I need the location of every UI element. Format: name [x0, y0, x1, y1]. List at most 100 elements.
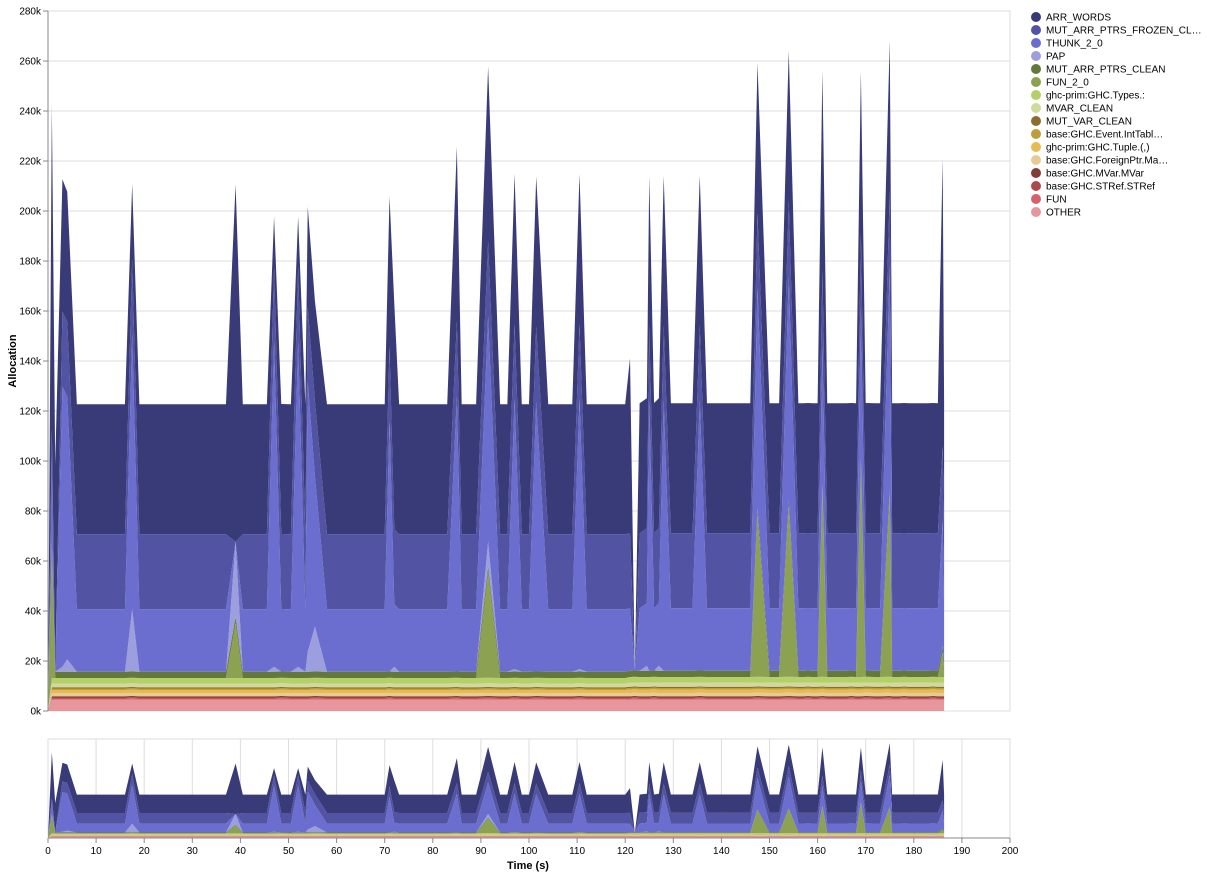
x-tick-label: 110	[569, 846, 585, 857]
overview-area-fun-2-0	[48, 803, 945, 838]
overview-area-arr-words	[48, 743, 945, 838]
legend-label: ghc-prim:GHC.Types.:	[1046, 91, 1145, 102]
overview-plot-axes: 0 10 20 30 40 50 60 70 80 90 100 110 120 130 140 150 160…	[45, 837, 1019, 857]
x-tick-label: 140	[713, 846, 730, 857]
legend-label: base:GHC.MVar.MVar	[1046, 169, 1145, 180]
x-tick-label: 80	[427, 846, 439, 857]
x-tick-label: 100	[521, 846, 538, 857]
y-tick-label: 180k	[19, 257, 42, 268]
legend-label: MVAR_CLEAN	[1046, 104, 1113, 115]
overview-plot-areas	[48, 743, 945, 838]
y-axis-title: Allocation	[7, 334, 19, 387]
x-tick-label: 0	[45, 846, 51, 857]
x-tick-label: 160	[809, 846, 826, 857]
y-tick-label: 0k	[30, 707, 42, 718]
legend-label: base:GHC.STRef.STRef	[1046, 182, 1155, 193]
x-tick-label: 170	[857, 846, 874, 857]
main-area-base-ghc-foreignptr-mallocptr	[48, 692, 945, 711]
legend-swatch	[1031, 77, 1041, 87]
legend-swatch	[1031, 25, 1041, 35]
legend-label: ARR_WORDS	[1046, 13, 1111, 24]
main-area-fun	[48, 698, 945, 711]
y-tick-label: 40k	[25, 607, 42, 618]
legend-item-mut-arr-ptrs-frozen-clean: MUT_ARR_PTRS_FROZEN_CL…	[1031, 25, 1202, 37]
legend-label: MUT_ARR_PTRS_CLEAN	[1046, 65, 1165, 76]
legend-label: base:GHC.ForeignPtr.Ma…	[1046, 156, 1168, 167]
legend-swatch	[1031, 142, 1041, 152]
legend-label: ghc-prim:GHC.Tuple.(,)	[1046, 143, 1150, 154]
x-tick-label: 10	[91, 846, 103, 857]
x-tick-label: 70	[379, 846, 391, 857]
overview-area-mut-arr-ptrs-frozen-clean	[48, 764, 945, 838]
x-tick-label: 90	[475, 846, 487, 857]
legend-swatch	[1031, 181, 1041, 191]
legend-label: PAP	[1046, 52, 1066, 63]
x-tick-label: 130	[665, 846, 682, 857]
y-tick-label: 100k	[19, 457, 42, 468]
x-tick-label: 150	[761, 846, 778, 857]
overview-area-thunk-2-0	[48, 774, 945, 838]
x-tick-label: 40	[235, 846, 247, 857]
legend-item-other: OTHER	[1031, 207, 1081, 219]
legend-item-base-ghc-mvar-mvar: base:GHC.MVar.MVar	[1031, 168, 1145, 180]
legend-swatch	[1031, 103, 1041, 113]
legend-swatch	[1031, 38, 1041, 48]
legend-swatch	[1031, 51, 1041, 61]
legend-item-base-ghc-foreignptr-mallocptr: base:GHC.ForeignPtr.Ma…	[1031, 155, 1168, 167]
x-tick-label: 50	[283, 846, 295, 857]
legend-label: FUN	[1046, 195, 1067, 206]
legend-label: OTHER	[1046, 208, 1081, 219]
legend: ARR_WORDS MUT_ARR_PTRS_FROZEN_CL… THUNK_2_…	[1031, 12, 1202, 219]
y-tick-label: 160k	[19, 307, 42, 318]
legend-swatch	[1031, 12, 1041, 22]
legend-swatch	[1031, 207, 1041, 217]
legend-item-fun-2-0: FUN_2_0	[1031, 77, 1089, 89]
main-area-arr-words	[48, 40, 945, 711]
legend-item-mvar-clean: MVAR_CLEAN	[1031, 103, 1113, 115]
legend-item-ghc-prim-ghc-tuple: ghc-prim:GHC.Tuple.(,)	[1031, 142, 1150, 154]
x-tick-label: 20	[139, 846, 151, 857]
x-tick-label: 30	[187, 846, 199, 857]
x-tick-label: 120	[617, 846, 634, 857]
x-tick-label: 180	[905, 846, 922, 857]
legend-item-pap: PAP	[1031, 51, 1066, 63]
y-tick-label: 220k	[19, 157, 42, 168]
legend-item-mut-var-clean: MUT_VAR_CLEAN	[1031, 116, 1132, 128]
x-tick-label: 200	[1002, 846, 1019, 857]
overview-area-fun	[48, 836, 945, 838]
legend-swatch	[1031, 90, 1041, 100]
main-area-fun-2-0	[48, 464, 945, 711]
legend-item-base-ghc-event-inttable-it: base:GHC.Event.IntTabl…	[1031, 129, 1163, 141]
y-tick-label: 80k	[25, 507, 42, 518]
main-area-mvar-clean	[48, 682, 945, 711]
legend-label: FUN_2_0	[1046, 78, 1089, 89]
main-area-ghc-prim-ghc-tuple	[48, 689, 945, 711]
y-tick-label: 20k	[25, 657, 42, 668]
overview-area-ghc-prim-ghc-types	[48, 833, 945, 838]
y-tick-label: 60k	[25, 557, 42, 568]
legend-swatch	[1031, 129, 1041, 139]
legend-item-arr-words: ARR_WORDS	[1031, 12, 1111, 24]
overview-area-ghc-prim-ghc-tuple	[48, 834, 945, 838]
main-plot-areas	[48, 40, 945, 711]
legend-label: MUT_ARR_PTRS_FROZEN_CL…	[1046, 26, 1202, 37]
x-axis-title: Time (s)	[507, 860, 549, 872]
legend-swatch	[1031, 116, 1041, 126]
legend-item-base-ghc-stref-stref: base:GHC.STRef.STRef	[1031, 181, 1155, 193]
main-area-thunk-2-0	[48, 265, 945, 711]
overview-area-mvar-clean	[48, 833, 945, 838]
main-area-mut-arr-ptrs-frozen-clean	[48, 190, 945, 711]
y-tick-label: 280k	[19, 7, 42, 18]
main-area-ghc-prim-ghc-types	[48, 676, 945, 711]
y-tick-label: 200k	[19, 207, 42, 218]
overview-area-base-ghc-foreignptr-mallocptr	[48, 835, 945, 838]
y-tick-label: 140k	[19, 357, 42, 368]
y-tick-label: 260k	[19, 57, 42, 68]
main-plot-axes: 0k 20k 40k 60k 80k 100k 120k 140k 160k 180k 200k 22…	[19, 7, 49, 718]
legend-swatch	[1031, 155, 1041, 165]
legend-label: MUT_VAR_CLEAN	[1046, 117, 1132, 128]
legend-swatch	[1031, 194, 1041, 204]
main-area-other	[48, 699, 945, 711]
legend-item-mut-arr-ptrs-clean: MUT_ARR_PTRS_CLEAN	[1031, 64, 1165, 76]
